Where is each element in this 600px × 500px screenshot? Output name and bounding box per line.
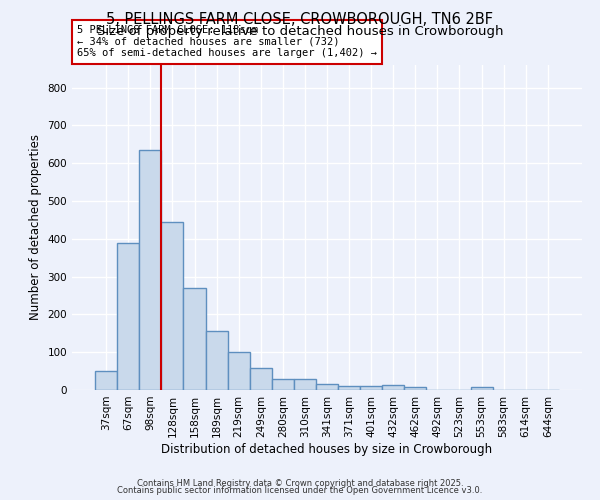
Bar xyxy=(294,378,316,390)
X-axis label: Distribution of detached houses by size in Crowborough: Distribution of detached houses by size … xyxy=(161,442,493,456)
Bar xyxy=(382,385,404,390)
Text: Contains public sector information licensed under the Open Government Licence v3: Contains public sector information licen… xyxy=(118,486,482,495)
Bar xyxy=(227,352,250,390)
Bar xyxy=(206,332,227,390)
Bar xyxy=(316,384,338,390)
Bar xyxy=(338,386,360,390)
Y-axis label: Number of detached properties: Number of detached properties xyxy=(29,134,42,320)
Bar xyxy=(250,368,272,390)
Bar xyxy=(139,150,161,390)
Bar xyxy=(184,288,206,390)
Bar xyxy=(161,222,184,390)
Bar xyxy=(272,378,294,390)
Text: 5, PELLINGS FARM CLOSE, CROWBOROUGH, TN6 2BF: 5, PELLINGS FARM CLOSE, CROWBOROUGH, TN6… xyxy=(107,12,493,28)
Text: Size of property relative to detached houses in Crowborough: Size of property relative to detached ho… xyxy=(97,25,503,38)
Bar xyxy=(470,388,493,390)
Bar xyxy=(360,386,382,390)
Text: 5 PELLINGS FARM CLOSE: 113sqm
← 34% of detached houses are smaller (732)
65% of : 5 PELLINGS FARM CLOSE: 113sqm ← 34% of d… xyxy=(77,26,377,58)
Text: Contains HM Land Registry data © Crown copyright and database right 2025.: Contains HM Land Registry data © Crown c… xyxy=(137,478,463,488)
Bar xyxy=(404,387,427,390)
Bar xyxy=(117,242,139,390)
Bar xyxy=(95,371,117,390)
